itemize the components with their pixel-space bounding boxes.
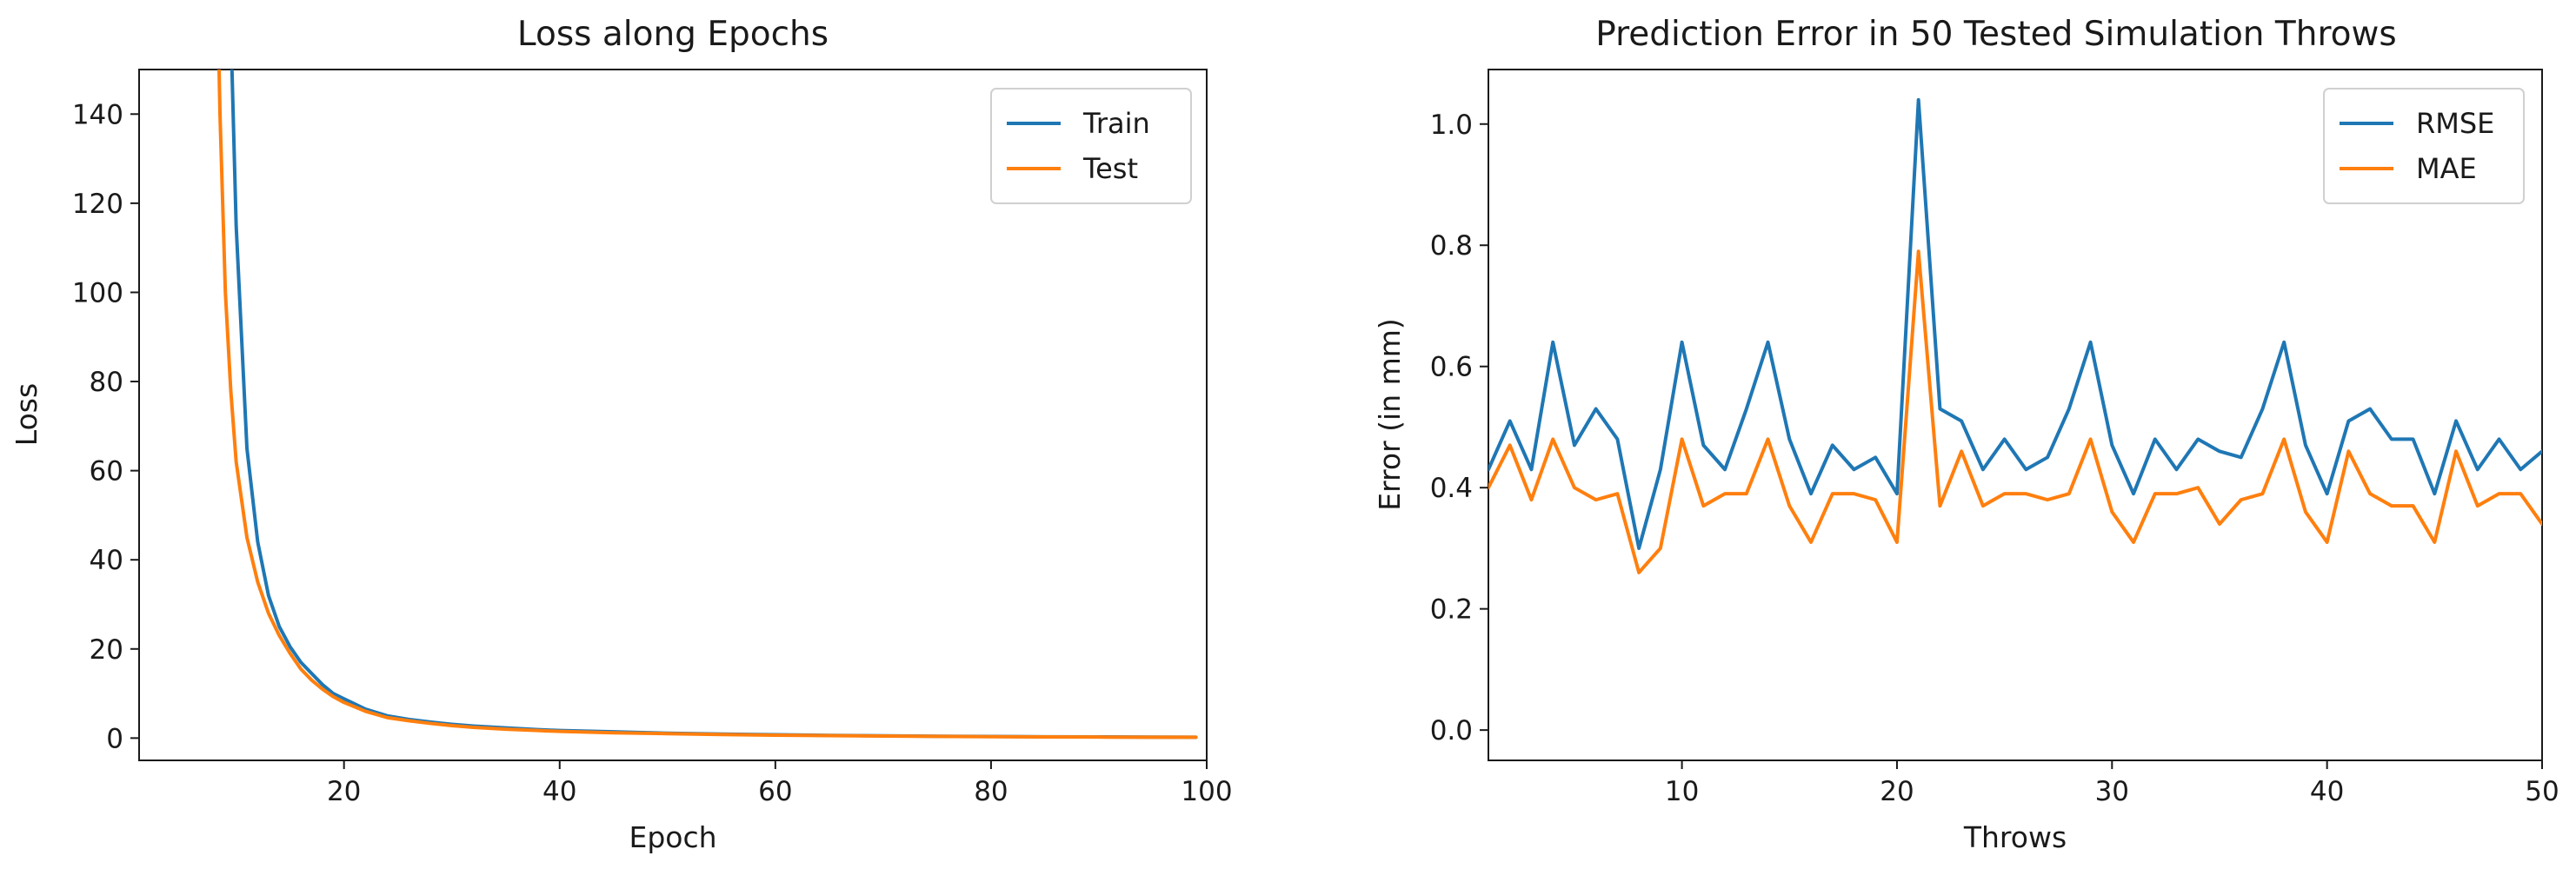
error-chart-series-lines [1488,97,2542,574]
loss-chart-series-test [216,70,1198,740]
loss-chart-x-axis-label: Epoch [629,820,716,854]
loss-chart-legend-label-test: Test [1082,152,1138,185]
error-chart-title: Prediction Error in 50 Tested Simulation… [1595,15,2396,54]
loss-chart-legend-box [990,88,1192,204]
error-chart-x-tick-label: 50 [2525,776,2559,807]
loss-chart: Loss along Epochs 20 40 60 80 100 0 20 40 60 80 10… [10,15,1233,854]
loss-chart-x-tick-label: 40 [542,776,576,807]
error-chart-y-tick-label: 0.2 [1430,594,1473,626]
error-chart-series-rmse [1488,97,2542,550]
loss-chart-x-tick-label: 100 [1181,776,1232,807]
loss-chart-x-tick-label: 60 [758,776,792,807]
loss-chart-x-tick-label: 20 [327,776,361,807]
error-chart-x-tick-label: 40 [2310,776,2344,807]
loss-chart-y-tick-label: 20 [90,634,123,666]
loss-chart-y-axis-label: Loss [10,383,43,446]
error-chart-plot-area: 10 20 30 40 50 0.0 0.2 0.4 0.6 0.8 1.0 RMSE MAE [1430,88,2559,807]
error-chart-y-tick-label: 0.6 [1430,352,1473,383]
loss-chart-y-tick-label: 40 [90,545,123,576]
loss-chart-y-tick-label: 60 [90,456,123,488]
error-chart-legend-box [2323,88,2525,204]
error-chart-x-tick-label: 20 [1880,776,1914,807]
loss-chart-series-lines [216,70,1198,740]
error-chart-legend-label-mae: MAE [2416,152,2477,185]
loss-chart-plot-area: 20 40 60 80 100 0 20 40 60 80 100 120 140 Train Test [72,70,1233,807]
error-chart-y-tick-label: 0.8 [1430,230,1473,262]
loss-chart-title: Loss along Epochs [517,15,829,54]
loss-chart-y-tick-label: 100 [72,277,123,308]
loss-chart-legend-label-train: Train [1082,107,1150,140]
loss-chart-x-tick-label: 80 [974,776,1008,807]
loss-chart-y-tick-label: 80 [90,367,123,398]
error-chart-x-axis-label: Throws [1963,820,2067,854]
loss-chart-y-tick-label: 120 [72,189,123,220]
error-chart-y-tick-label: 1.0 [1430,109,1473,141]
error-chart-y-tick-label: 0.0 [1430,715,1473,746]
error-chart-legend: RMSE MAE [2323,88,2525,204]
error-chart-legend-label-rmse: RMSE [2416,107,2494,140]
error-chart-y-axis-label: Error (in mm) [1373,318,1407,511]
error-chart-x-tick-label: 10 [1665,776,1699,807]
error-chart: Prediction Error in 50 Tested Simulation… [1373,15,2559,854]
loss-chart-y-tick-label: 140 [72,99,123,130]
loss-chart-legend: Train Test [990,88,1192,204]
error-chart-y-tick-label: 0.4 [1430,473,1473,504]
error-chart-x-tick-label: 30 [2095,776,2129,807]
loss-chart-y-tick-label: 0 [106,723,123,754]
error-chart-series-mae [1488,249,2542,574]
